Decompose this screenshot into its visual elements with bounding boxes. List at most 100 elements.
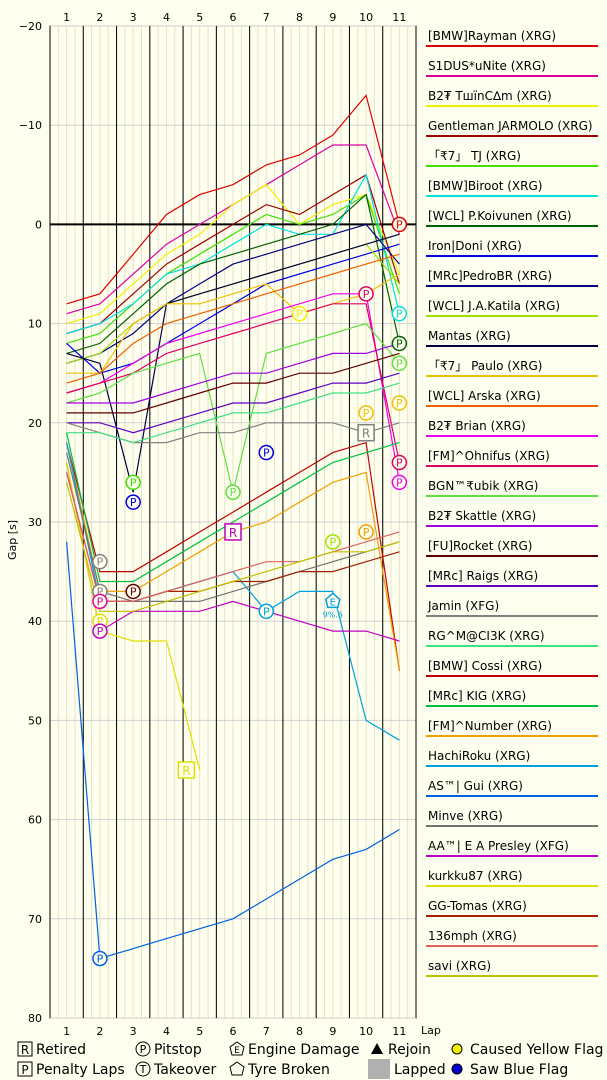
pitstop-marker-letter: P [396,397,403,410]
legend-label: [MRc] KIG (XRG) [428,689,526,703]
pitstop-marker [391,305,408,322]
pitstop-marker [258,603,275,620]
pitstop-marker-letter: P [97,615,104,628]
pitstop-marker-letter: P [130,476,137,489]
pitstop-marker-letter: P [97,952,104,965]
key-label: Saw Blue Flag [470,1062,568,1078]
pitstop-marker [258,444,275,461]
legend-label: [BMW]Rayman (XRG) [428,29,556,43]
pitstop-marker-letter: P [130,496,137,509]
pitstop-marker [225,484,241,500]
key-icon-box [17,1061,33,1077]
key-icon-yellow-dot [451,1043,463,1055]
legend-label: BGN™₹ubik (XRG) [428,479,538,493]
key-icon-pentagon [229,1041,245,1056]
retired-marker [357,423,375,442]
series-line [66,253,400,384]
x-tick-label-bottom: 7 [263,1025,270,1038]
legend-label: B2₮ Skattle (XRG) [428,509,536,523]
pitstop-marker [92,950,108,967]
x-tick-label-top: 7 [263,11,270,24]
legend-label: RG^M@CI3K (XRG) [428,629,545,643]
series-line [66,462,201,771]
key-icon-box [17,1041,33,1057]
y-tick-label: 40 [28,615,42,628]
retired-marker-letter: R [229,526,237,540]
key-icon-letter: T [139,1063,147,1076]
x-tick-label-bottom: 11 [392,1025,406,1038]
legend-label: [MRc]PedroBR (XRG) [428,269,552,283]
key-label: Penalty Laps [36,1062,125,1078]
key-icon-lapped [368,1059,390,1079]
series-line [66,94,400,305]
series-line [66,472,400,602]
pitstop-marker-letter: P [263,605,270,618]
key-icon-letter: P [140,1043,147,1056]
engine-damage-marker-letter: E [330,597,336,608]
y-tick-label: 70 [28,913,42,926]
x-tick-label-top: 10 [359,11,373,24]
legend-label: Iron|Doni (XRG) [428,239,522,253]
key-label: Takeover [153,1062,216,1078]
pitstop-marker-letter: P [396,218,403,231]
x-tick-label-bottom: 2 [96,1025,103,1038]
pitstop-marker-letter: P [329,536,336,549]
y-tick-label: −10 [19,119,42,132]
pitstop-marker-letter: P [363,288,370,301]
pitstop-marker [391,216,408,233]
pitstop-marker-letter: P [97,585,104,598]
legend-label: [FU]Rocket (XRG) [428,539,532,553]
key-label: Lapped [394,1062,446,1078]
x-tick-label-top: 6 [230,11,237,24]
x-axis-label: Lap [421,1024,441,1037]
pitstop-marker-letter: P [97,595,104,608]
x-tick-label-bottom: 8 [296,1025,303,1038]
key-label: Caused Yellow Flag [470,1042,603,1058]
legend-label: 136mph (XRG) [428,929,517,943]
pitstop-marker [391,355,408,372]
x-tick-label-top: 5 [196,11,203,24]
legend: [BMW]Rayman (XRG) S1DUS*uNite (XRG) B2₮ Tш… [426,29,598,977]
axes: −20−100102030405060708011223344556677889… [19,11,407,1038]
key-label: Engine Damage [248,1042,360,1058]
y-tick-label: 60 [28,814,42,827]
y-tick-label: 10 [28,318,42,331]
legend-label: HachiRoku (XRG) [428,749,530,763]
legend-label: [FM]^Ohnifus (XRG) [428,449,550,463]
retired-marker-letter: R [362,427,370,441]
pitstop-marker-letter: P [296,308,303,321]
pitstop-marker-letter: P [130,585,137,598]
legend-label: Minve (XRG) [428,809,503,823]
legend-label: savi (XRG) [428,959,491,973]
key-icon-triangle [371,1043,383,1054]
series-line [66,482,400,612]
series-line [66,293,400,483]
legend-label: [FM]^Number (XRG) [428,719,552,733]
series-line [66,441,400,671]
series-line [66,273,400,374]
engine-damage-label: 9%.6 [323,610,343,619]
key-label: Rejoin [388,1042,431,1058]
y-tick-label: 50 [28,714,42,727]
engine-damage-marker [324,592,341,609]
x-tick-label-top: 2 [96,11,103,24]
pitstop-marker [125,583,141,600]
y-tick-label: 30 [28,516,42,529]
legend-label: GG-Tomas (XRG) [428,899,527,913]
pitstop-marker-letter: P [97,556,104,569]
grid [49,25,417,1019]
retired-marker [177,761,196,779]
pitstop-marker-letter: P [363,526,370,539]
legend-label: [WCL] Arska (XRG) [428,389,541,403]
retired-marker [224,523,242,541]
key-icon-circle [135,1041,151,1057]
key-icon-blue-dot [451,1063,463,1075]
pitstop-marker [325,534,341,550]
pitstop-marker [391,474,408,491]
pitstop-marker [291,305,308,322]
x-tick-label-top: 11 [392,11,406,24]
legend-label: [WCL] P.Koivunen (XRG) [428,209,572,223]
y-axis-label: Gap [s] [6,520,19,560]
